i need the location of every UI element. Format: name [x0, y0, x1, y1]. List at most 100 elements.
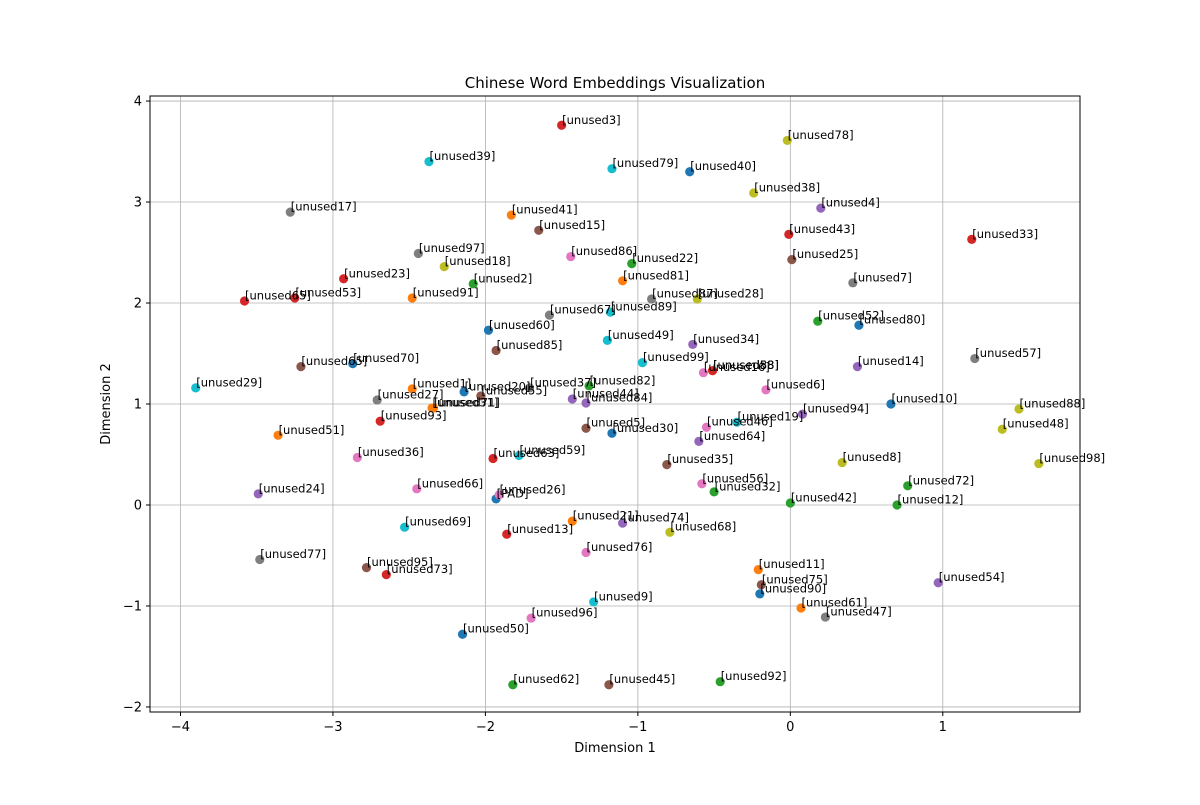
data-point-label: [unused15]: [539, 218, 605, 232]
data-points: [191, 120, 1044, 690]
data-point: [581, 423, 591, 433]
data-point-label: [unused50]: [463, 622, 529, 636]
y-tick-label: 2: [134, 297, 142, 312]
x-tick-label: 0: [786, 720, 794, 735]
data-point-label: [unused91]: [413, 285, 479, 299]
data-point-label: [unused96]: [532, 606, 598, 620]
data-point: [837, 457, 847, 468]
y-tick-label: 3: [134, 196, 142, 211]
data-point-label: [unused31]: [433, 396, 499, 410]
data-point-label: [unused71]: [434, 396, 500, 410]
data-point-label: [unused84]: [587, 390, 653, 404]
data-point: [796, 603, 806, 613]
y-tick-label: −2: [123, 700, 142, 715]
data-point: [526, 613, 536, 623]
data-point: [557, 120, 567, 130]
data-point-label: [unused92]: [721, 669, 787, 683]
x-tick-label: −2: [476, 720, 495, 735]
data-point: [607, 164, 617, 174]
data-point-label: [unused53]: [295, 285, 361, 299]
data-point: [854, 320, 864, 330]
data-point: [816, 203, 826, 213]
data-point: [381, 570, 391, 580]
data-point: [607, 428, 617, 438]
data-point-label: [unused11]: [759, 557, 825, 571]
data-point-label: [unused90]: [760, 581, 826, 595]
data-point: [502, 529, 512, 539]
data-point: [253, 489, 263, 499]
data-point-label: [unused94]: [803, 402, 869, 416]
data-point: [439, 262, 449, 272]
data-point-label: [unused67]: [550, 303, 616, 317]
data-point-label: [unused68]: [670, 520, 736, 534]
data-point: [372, 395, 382, 405]
data-point: [813, 316, 823, 326]
x-tick-label: −4: [171, 720, 190, 735]
data-point: [732, 417, 742, 427]
data-point: [400, 522, 410, 532]
data-point: [544, 310, 555, 320]
data-point-label: [unused56]: [702, 471, 768, 485]
data-point: [701, 422, 712, 432]
data-point: [255, 554, 265, 565]
point-labels: [PAD] [unused1] [unused2] [unused3] [unused4…: [196, 113, 1105, 686]
data-point-label: [unused14]: [858, 354, 924, 368]
data-point: [784, 229, 794, 239]
data-point: [581, 398, 591, 408]
data-point: [285, 207, 295, 217]
data-point-label: [unused62]: [513, 672, 579, 686]
data-point-label: [unused47]: [826, 605, 892, 619]
data-point-label: [unused88]: [1020, 397, 1086, 411]
data-point: [407, 384, 417, 394]
data-point-label: [unused1]: [413, 376, 472, 390]
data-point-label: [unused17]: [291, 200, 357, 214]
data-point-label: [unused65]: [245, 288, 311, 302]
data-point-label: [unused82]: [590, 373, 656, 387]
data-point-label: [unused59]: [519, 443, 585, 457]
data-point: [491, 345, 501, 356]
data-point-label: [unused38]: [754, 180, 820, 194]
data-point-label: [unused35]: [667, 452, 733, 466]
data-point-label: [unused9]: [594, 589, 653, 603]
data-point-label: [unused27]: [378, 387, 444, 401]
data-point-label: [unused8]: [843, 450, 902, 464]
data-point: [567, 394, 577, 404]
data-point-label: [unused20]: [465, 379, 531, 393]
data-point: [997, 424, 1007, 434]
data-point: [820, 612, 830, 622]
data-point: [697, 479, 707, 489]
data-point-label: [unused51]: [279, 423, 345, 437]
data-point: [970, 353, 980, 364]
data-point-label: [unused23]: [344, 266, 410, 280]
data-point-label: [unused12]: [898, 492, 964, 506]
data-point-label: [unused24]: [259, 481, 325, 495]
data-point: [352, 452, 362, 463]
data-point: [688, 339, 698, 350]
data-point: [483, 325, 494, 335]
data-point-label: [unused30]: [612, 421, 678, 435]
data-point-label: [unused25]: [792, 247, 858, 261]
data-point: [567, 516, 577, 526]
x-axis-label: Dimension 1: [574, 741, 656, 756]
data-point-label: [unused66]: [417, 476, 483, 490]
data-point: [967, 234, 977, 244]
data-point: [508, 680, 518, 690]
data-point: [602, 335, 612, 345]
data-point: [566, 251, 576, 262]
data-point: [785, 498, 795, 508]
data-point-label: [unused87]: [652, 286, 718, 300]
data-point: [191, 383, 201, 393]
data-point: [459, 387, 469, 397]
data-point: [627, 259, 637, 269]
data-point: [1014, 404, 1024, 414]
data-point: [694, 436, 704, 446]
data-point: [685, 167, 695, 177]
data-point-label: [unused45]: [609, 672, 675, 686]
data-point: [290, 293, 300, 303]
data-point-label: [unused13]: [507, 522, 573, 536]
data-point-label: [unused57]: [975, 346, 1041, 360]
data-point: [457, 629, 468, 639]
data-point-label: [unused85]: [497, 338, 563, 352]
data-point-label: [unused80]: [859, 313, 925, 327]
data-point-label: [unused73]: [387, 562, 453, 576]
